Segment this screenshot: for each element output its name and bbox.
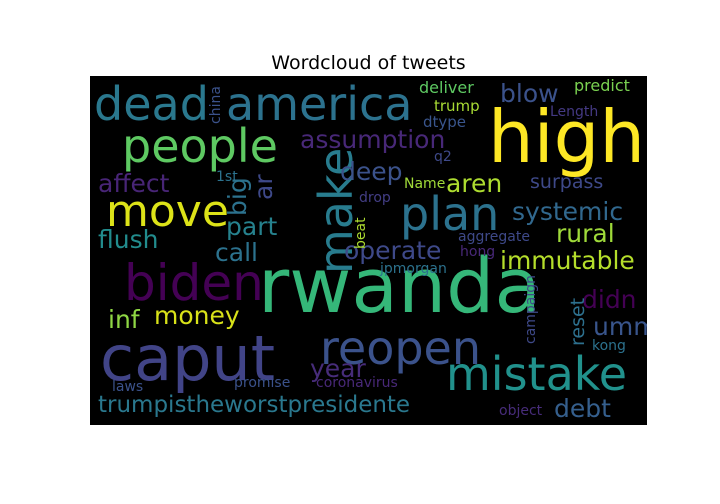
word-q2: q2: [434, 149, 452, 165]
word-make: make: [309, 148, 363, 274]
word-systemic: systemic: [512, 197, 623, 226]
word-america: america: [226, 77, 412, 131]
word-aren: aren: [446, 169, 502, 198]
word-debt: debt: [554, 394, 611, 423]
word-object: object: [499, 403, 543, 419]
word-people: people: [122, 119, 278, 173]
chart-title: Wordcloud of tweets: [271, 52, 466, 74]
word-coronavirus: coronavirus: [316, 375, 398, 391]
word-big: big: [223, 177, 252, 216]
word-affect: affect: [98, 169, 170, 198]
word-didn: didn: [582, 285, 637, 314]
word-high: high: [488, 95, 645, 179]
word-umm: umm: [593, 312, 647, 341]
word-trump: trump: [434, 97, 480, 115]
word-kong: kong: [592, 338, 626, 354]
word-rwanda: rwanda: [258, 241, 541, 330]
wordcloud-background: [90, 76, 647, 425]
word-call: call: [215, 238, 258, 267]
word-dead: dead: [94, 77, 209, 131]
word-deliver: deliver: [419, 78, 474, 97]
word-ar: ar: [249, 174, 278, 200]
word-trumpistheworstpresidente: trumpistheworstpresidente: [98, 392, 410, 418]
word-china: china: [208, 86, 224, 124]
word-promise: promise: [234, 375, 290, 391]
word-laws: laws: [112, 379, 143, 395]
word-deep: deep: [340, 157, 403, 186]
word-plan: plan: [400, 187, 499, 241]
word-blow: blow: [500, 79, 559, 108]
word-hong: hong: [460, 244, 495, 260]
word-drop: drop: [359, 190, 391, 206]
word-part: part: [226, 212, 277, 241]
word-mistake: mistake: [446, 347, 627, 401]
word-beat: beat: [353, 217, 369, 249]
word-inf: inf: [108, 305, 141, 334]
word-immutable: immutable: [500, 246, 635, 275]
word-campaign: campaign: [523, 275, 539, 344]
word-move: move: [106, 186, 229, 237]
word-1st: 1st: [216, 169, 238, 185]
word-assumption: assumption: [300, 125, 445, 154]
word-reopen: reopen: [320, 321, 481, 375]
word-length: Length: [550, 104, 598, 120]
word-rural: rural: [556, 219, 615, 248]
word-operate: operate: [344, 236, 441, 265]
word-flush: flush: [98, 225, 158, 254]
word-predict: predict: [574, 76, 630, 95]
word-year: year: [310, 354, 366, 383]
word-biden: biden: [124, 254, 264, 312]
word-name: Name: [404, 176, 445, 192]
word-surpass: surpass: [530, 171, 603, 193]
word-caput: caput: [100, 322, 275, 395]
word-money: money: [154, 301, 240, 330]
word-dtype: dtype: [423, 113, 466, 131]
word-reset: reset: [567, 298, 589, 346]
word-aggregate: aggregate: [458, 229, 530, 245]
word-jpmorgan: jpmorgan: [379, 261, 447, 277]
